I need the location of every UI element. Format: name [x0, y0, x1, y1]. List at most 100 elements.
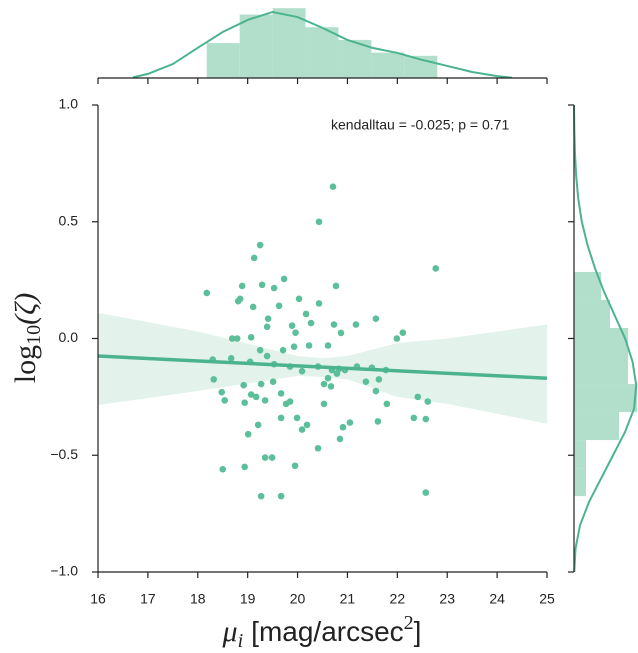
hist-bar — [239, 14, 273, 78]
point — [252, 393, 260, 401]
kde-line — [573, 104, 638, 573]
point — [258, 281, 266, 289]
hist-bar — [574, 440, 587, 469]
point — [277, 390, 285, 397]
hist-bar — [574, 356, 629, 385]
point — [277, 414, 285, 422]
x-label-close: ] — [414, 616, 422, 647]
hist-bar — [206, 43, 240, 78]
x-tick-label: 18 — [190, 591, 206, 607]
point — [238, 282, 246, 290]
x-tick-label: 25 — [539, 591, 555, 607]
y-label-subscript: 10 — [23, 325, 45, 345]
x-tick-label: 16 — [90, 591, 106, 607]
point — [288, 322, 296, 329]
point — [375, 376, 383, 383]
point — [337, 329, 345, 337]
annotation: kendalltau = -0.025; p = 0.71 — [331, 117, 509, 133]
point — [315, 218, 323, 226]
point — [256, 346, 264, 354]
point — [221, 397, 229, 404]
point — [268, 454, 276, 461]
x-tick-label: 20 — [290, 591, 306, 607]
point — [254, 421, 262, 429]
point — [244, 430, 252, 438]
hist-bar — [574, 468, 587, 497]
point — [302, 310, 310, 318]
point — [315, 300, 323, 307]
point — [257, 492, 265, 500]
y-tick-label: 0.5 — [59, 212, 79, 228]
point — [393, 335, 401, 342]
y-axis-label: log10(ζ) — [9, 293, 45, 383]
point — [330, 321, 338, 328]
kde-line — [132, 10, 513, 79]
point — [424, 398, 432, 405]
point — [352, 321, 360, 328]
y-label-text: log — [9, 345, 42, 383]
point — [320, 380, 328, 388]
point — [280, 275, 288, 283]
point — [307, 319, 315, 327]
x-tick-label: 17 — [140, 591, 156, 607]
x-tick-label: 22 — [390, 591, 406, 607]
point — [291, 462, 299, 470]
point — [298, 367, 306, 375]
y-tick-label: −1.0 — [50, 563, 78, 579]
point — [305, 342, 313, 349]
point — [339, 423, 347, 431]
point — [303, 421, 311, 429]
x-tick-label: 21 — [340, 591, 356, 607]
point — [241, 463, 248, 471]
point — [372, 315, 380, 322]
x-label-symbol: μ — [222, 615, 238, 648]
point — [249, 303, 257, 311]
point — [257, 380, 265, 388]
y-label-arg: (ζ) — [9, 293, 42, 325]
y-tick-label: 1.0 — [59, 96, 79, 112]
x-tick-label: 23 — [439, 591, 455, 607]
x-label-unit: [mag/arcsec — [251, 616, 404, 647]
hist-bar — [272, 8, 306, 79]
point — [410, 414, 418, 422]
point — [261, 454, 269, 461]
point — [277, 492, 285, 500]
hist-bar — [574, 384, 638, 413]
point — [270, 284, 278, 292]
point — [210, 376, 218, 383]
x-tick-label: 19 — [240, 591, 256, 607]
point — [218, 388, 226, 396]
point — [247, 334, 255, 341]
point — [256, 241, 264, 249]
hist-bar — [371, 52, 405, 78]
point — [203, 289, 211, 297]
point — [324, 342, 332, 349]
point — [250, 254, 258, 262]
point — [286, 398, 294, 405]
point — [372, 387, 380, 395]
point — [228, 335, 236, 342]
point — [327, 383, 335, 390]
point — [264, 315, 272, 322]
x-label-subscript: i — [238, 630, 244, 652]
x-axis-label: μi [mag/arcsec2] — [222, 612, 422, 652]
point — [241, 399, 248, 407]
x-label-superscript: 2 — [404, 612, 414, 634]
point — [293, 414, 301, 422]
point — [263, 323, 271, 331]
point — [240, 381, 247, 389]
point — [399, 329, 407, 336]
hist-bar — [574, 299, 611, 328]
point — [279, 346, 287, 354]
hist-bar — [305, 27, 339, 78]
point — [263, 352, 271, 360]
point — [219, 465, 227, 473]
point — [333, 370, 341, 377]
point — [346, 419, 354, 426]
point — [374, 418, 382, 425]
point — [261, 397, 269, 404]
regression-line — [97, 354, 548, 380]
point — [332, 282, 340, 290]
point — [295, 295, 303, 303]
